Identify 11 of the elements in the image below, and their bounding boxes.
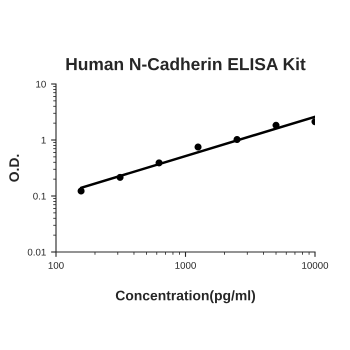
point [194, 143, 202, 151]
y-tick-label: 0.01 [28, 248, 46, 256]
y-axis-title: O.D. [9, 154, 20, 182]
x-tick-label: 10000 [302, 262, 328, 269]
y-tick-label: 1 [42, 136, 46, 144]
y-tick-label: 0.1 [33, 192, 46, 200]
y-tick-label: 10 [36, 80, 46, 88]
x-tick-label: 1000 [175, 262, 196, 269]
x-tick-label: 100 [48, 262, 64, 269]
chart-title: Human N-Cadherin ELISA Kit [66, 58, 306, 70]
x-axis-title: Concentration(pg/ml) [116, 290, 256, 304]
